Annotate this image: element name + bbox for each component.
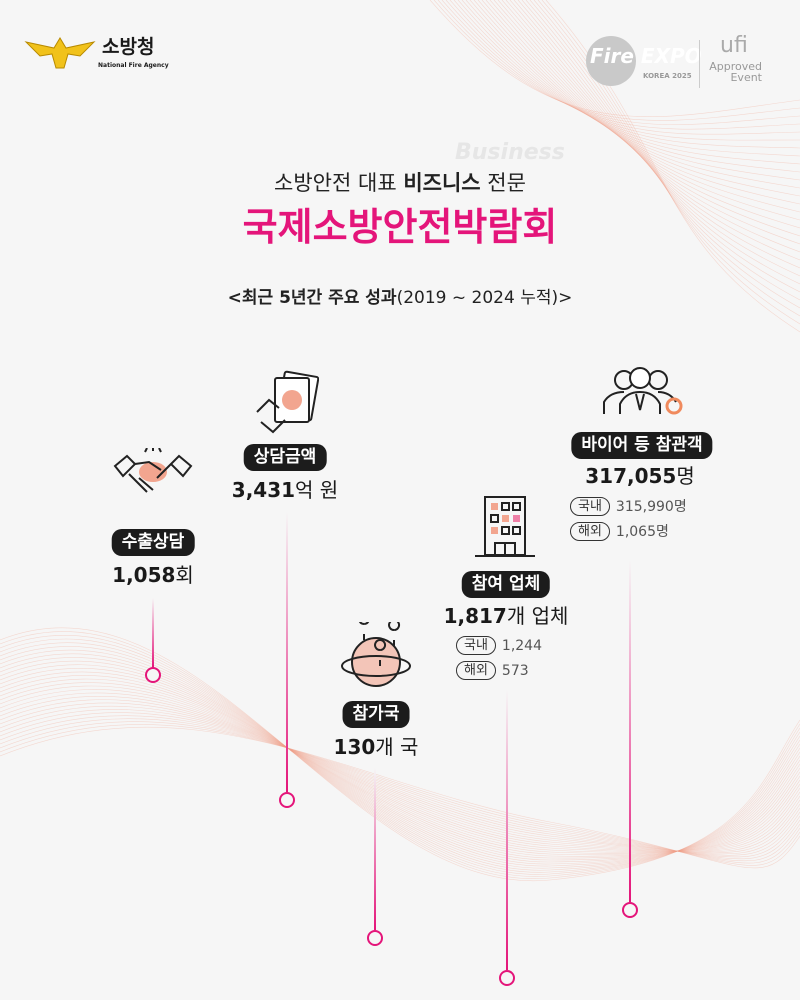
timeline-dot bbox=[499, 970, 515, 986]
wave-line bbox=[513, 0, 800, 269]
timeline-line bbox=[374, 768, 376, 930]
fire-expo-logo bbox=[586, 36, 636, 86]
subtitle: 소방안전 대표 비즈니스 전문 bbox=[274, 171, 526, 195]
stat-value-export-consult: 1,058회 bbox=[112, 563, 194, 587]
wave-line bbox=[441, 0, 800, 130]
wave-line bbox=[537, 0, 800, 317]
timeline-line bbox=[152, 598, 154, 668]
wave-line bbox=[433, 0, 800, 121]
timeline-line bbox=[629, 560, 631, 902]
wave-line bbox=[429, 0, 800, 117]
wave-line bbox=[0, 702, 800, 854]
wave-line bbox=[505, 0, 800, 253]
wave-line bbox=[473, 0, 800, 189]
timeline-line bbox=[506, 690, 508, 970]
wave-line bbox=[0, 682, 800, 853]
money-hand-icon bbox=[255, 370, 320, 438]
wave-line bbox=[533, 0, 800, 309]
agency-name: 소방청 bbox=[102, 36, 155, 58]
wave-line bbox=[461, 0, 800, 165]
wave-line bbox=[493, 0, 800, 229]
stat-label-companies: 참여 업체 bbox=[461, 571, 551, 598]
stat-value-countries: 130개 국 bbox=[333, 735, 419, 759]
timeline-dot bbox=[622, 902, 638, 918]
timeline-dot bbox=[279, 792, 295, 808]
companies-domestic: 국내 1,244 bbox=[456, 636, 542, 655]
wave-line bbox=[0, 638, 800, 875]
page-title: 국제소방안전박람회 bbox=[242, 205, 558, 249]
wave-line bbox=[457, 0, 800, 157]
wave-line bbox=[529, 0, 800, 301]
wave-line bbox=[0, 712, 800, 858]
ufi-approved: Approved Event bbox=[709, 60, 762, 84]
wave-line bbox=[0, 671, 800, 857]
globe-pin-icon bbox=[340, 613, 412, 696]
stat-label-countries: 참가국 bbox=[342, 701, 410, 728]
fire-expo-sub: KOREA 2025 bbox=[643, 72, 692, 80]
timeline-dot bbox=[367, 930, 383, 946]
wave-line bbox=[465, 0, 800, 173]
wave-line bbox=[0, 646, 800, 871]
wave-line bbox=[449, 0, 800, 141]
wave-line bbox=[0, 724, 800, 866]
wave-line bbox=[0, 696, 800, 852]
timeline-dot bbox=[145, 667, 161, 683]
period-label: <최근 5년간 주요 성과(2019 ~ 2024 누적)> bbox=[227, 288, 573, 308]
wave-line bbox=[501, 0, 800, 245]
wave-line bbox=[477, 0, 800, 197]
wave-line bbox=[0, 699, 800, 853]
wave-line bbox=[0, 727, 800, 869]
wave-line bbox=[0, 631, 800, 879]
wave-line bbox=[0, 715, 800, 860]
wave-line bbox=[0, 634, 800, 877]
stat-value-consult-amount: 3,431억 원 bbox=[231, 478, 339, 502]
people-gear-icon bbox=[600, 362, 690, 426]
wave-line bbox=[0, 692, 800, 852]
wave-line bbox=[0, 627, 800, 882]
visitors-overseas: 해외 1,065명 bbox=[570, 521, 669, 541]
wave-line bbox=[517, 0, 800, 277]
companies-overseas: 해외 573 bbox=[456, 661, 529, 680]
visitors-domestic: 국내 315,990명 bbox=[570, 496, 687, 516]
handshake-icon bbox=[113, 447, 193, 502]
wave-line bbox=[509, 0, 800, 261]
fire-expo-text: Fire EXPO bbox=[590, 44, 702, 68]
logo-divider bbox=[699, 40, 700, 88]
wave-line bbox=[0, 718, 800, 862]
ufi-logo: ufi bbox=[720, 33, 748, 58]
wave-line bbox=[0, 678, 800, 854]
watermark: Business bbox=[455, 140, 565, 165]
wave-line bbox=[453, 0, 800, 149]
wave-line bbox=[0, 685, 800, 852]
wave-line bbox=[0, 675, 800, 856]
stat-value-visitors: 317,055명 bbox=[585, 464, 695, 488]
wave-line bbox=[521, 0, 800, 285]
stat-label-consult-amount: 상담금액 bbox=[243, 444, 327, 471]
wave-line bbox=[0, 642, 800, 873]
wave-line bbox=[469, 0, 800, 181]
agency-name-en: National Fire Agency bbox=[98, 62, 169, 69]
wave-line bbox=[437, 0, 800, 125]
wave-line bbox=[445, 0, 800, 135]
wave-line bbox=[497, 0, 800, 237]
wave-line bbox=[485, 0, 800, 213]
wave-line bbox=[489, 0, 800, 221]
stat-label-visitors: 바이어 등 참관객 bbox=[571, 432, 713, 459]
wave-line bbox=[0, 705, 800, 855]
wave-line bbox=[525, 0, 800, 293]
building-icon bbox=[475, 495, 535, 563]
wave-line bbox=[0, 689, 800, 852]
stat-value-companies: 1,817개 업체 bbox=[443, 604, 569, 628]
timeline-line bbox=[286, 512, 288, 792]
wave-line bbox=[0, 709, 800, 856]
stat-label-export-consult: 수출상담 bbox=[111, 529, 195, 556]
fire-agency-emblem bbox=[24, 34, 96, 70]
wave-line bbox=[0, 721, 800, 864]
wave-line bbox=[481, 0, 800, 205]
